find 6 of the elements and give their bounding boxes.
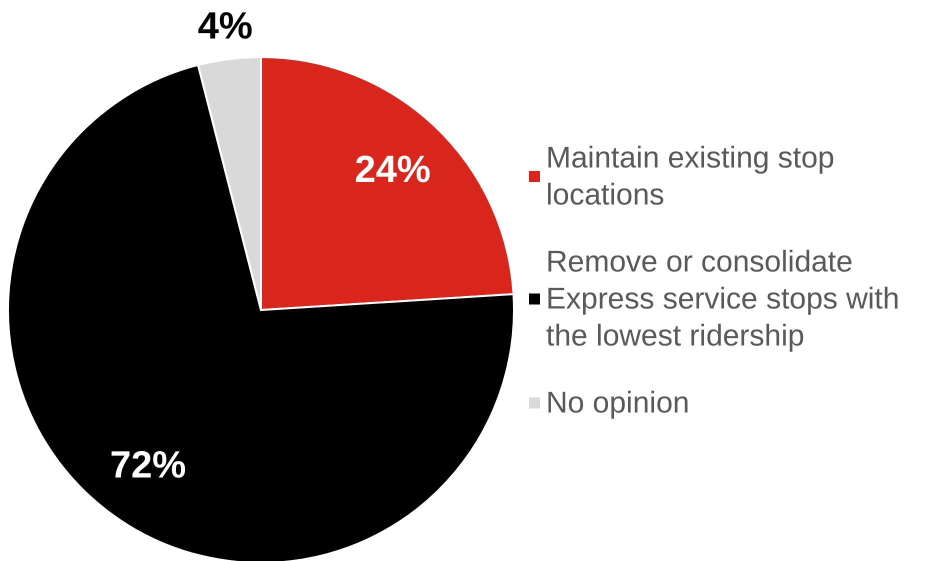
data-label: 4% bbox=[198, 5, 253, 48]
legend-label: Remove or consolidate Express service stops with the lowest ridership bbox=[546, 246, 908, 352]
data-label: 24% bbox=[354, 148, 431, 191]
legend-label: No opinion bbox=[546, 386, 690, 420]
data-label: 72% bbox=[110, 444, 186, 487]
legend-label: Maintain existing stop locations bbox=[546, 142, 843, 212]
